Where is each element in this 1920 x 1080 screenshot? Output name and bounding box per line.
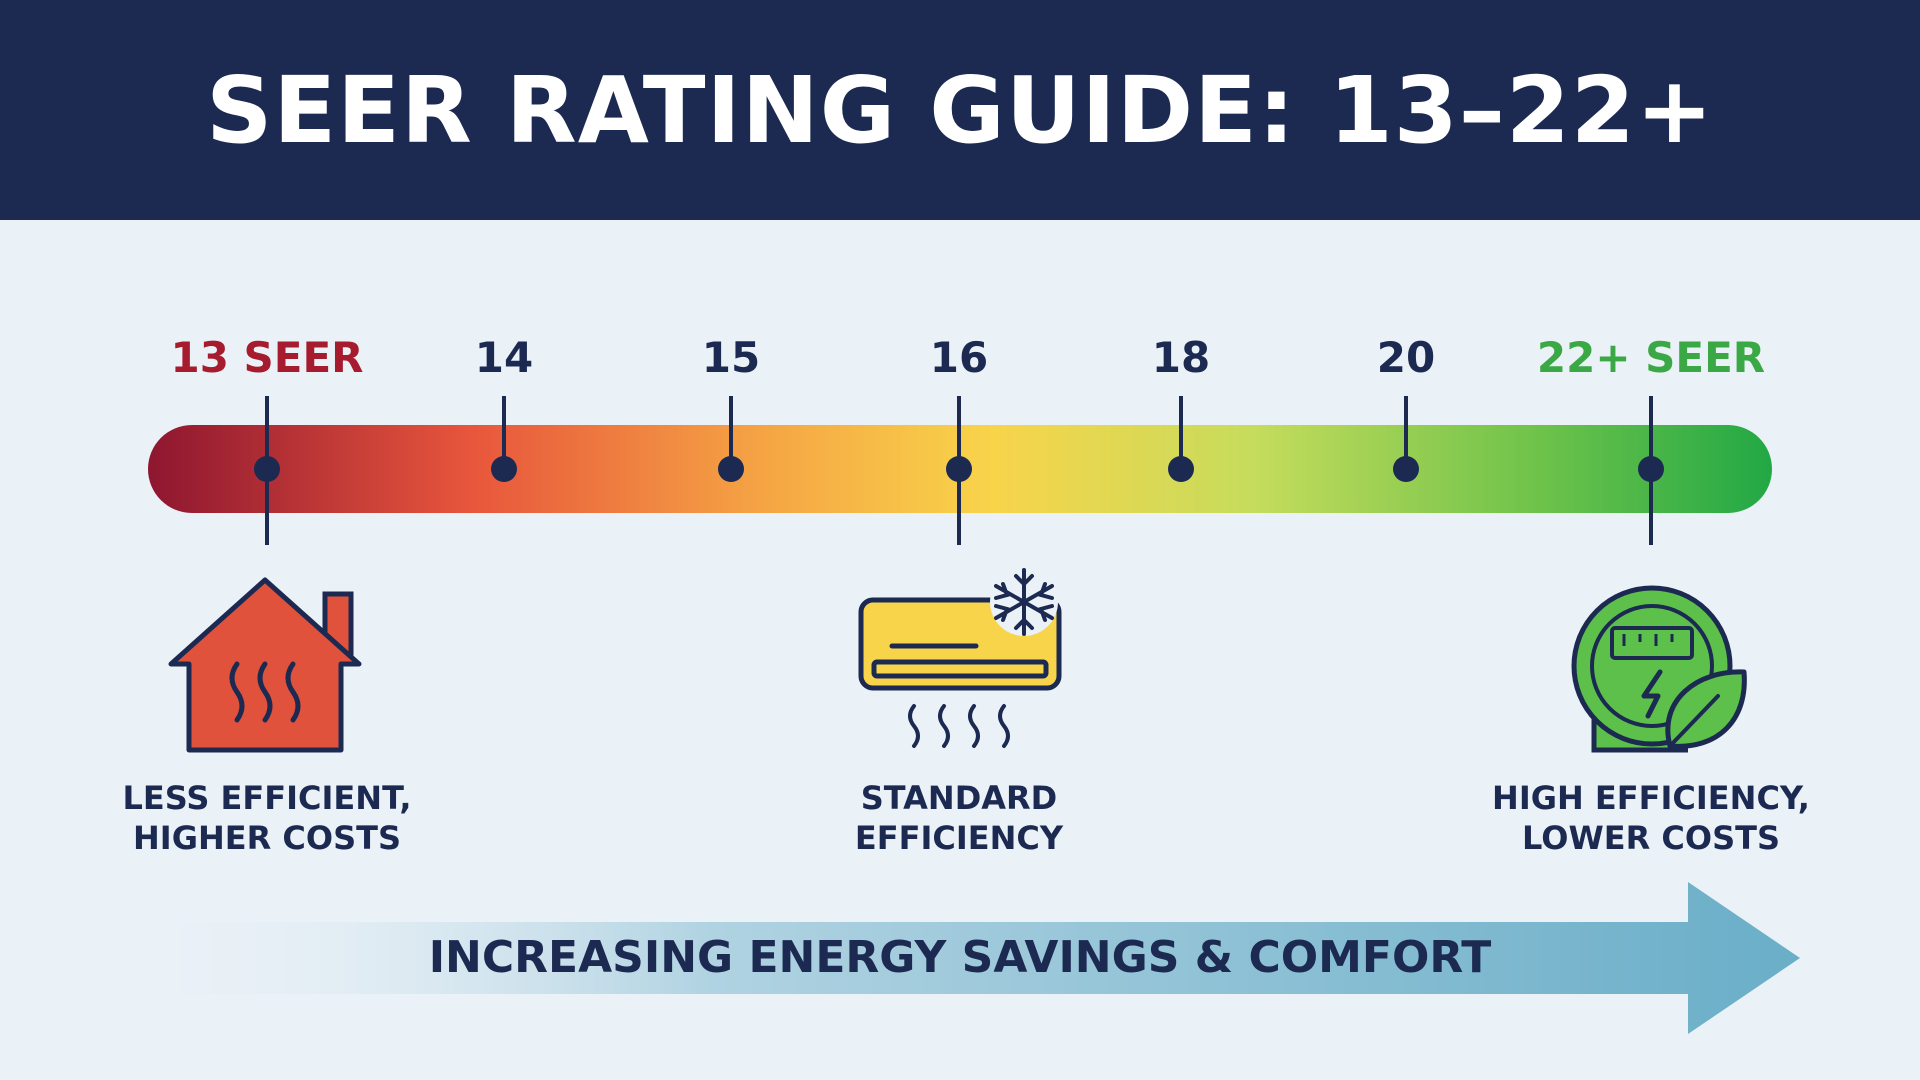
tick-label-20: 20 xyxy=(1376,333,1436,382)
tick-label-13: 13 SEER xyxy=(170,333,364,382)
header-banner: SEER RATING GUIDE: 13–22+ xyxy=(0,0,1920,220)
savings-arrow xyxy=(120,882,1800,1034)
tick-dot-22 xyxy=(1638,456,1664,482)
tick-label-15: 15 xyxy=(701,333,761,382)
tick-dot-13 xyxy=(254,456,280,482)
caption-line: LOWER COSTS xyxy=(1522,819,1780,857)
arrow-shape xyxy=(120,882,1800,1034)
caption-line: HIGHER COSTS xyxy=(133,819,401,857)
caption-line: STANDARD xyxy=(860,779,1058,817)
seer-scale xyxy=(148,396,1772,545)
caption-less-efficient: LESS EFFICIENT, HIGHER COSTS xyxy=(123,778,412,858)
tick-label-18: 18 xyxy=(1151,333,1211,382)
house-heat-icon xyxy=(168,577,362,753)
tick-dot-20 xyxy=(1393,456,1419,482)
caption-line: EFFICIENCY xyxy=(854,819,1064,857)
tick-dot-16 xyxy=(946,456,972,482)
tick-dot-15 xyxy=(718,456,744,482)
caption-line: LESS EFFICIENT, xyxy=(122,779,412,817)
caption-high-efficiency: HIGH EFFICIENCY, LOWER COSTS xyxy=(1492,778,1810,858)
tick-dot-18 xyxy=(1168,456,1194,482)
tick-label-22: 22+ SEER xyxy=(1536,333,1766,382)
tick-dot-14 xyxy=(491,456,517,482)
tick-label-14: 14 xyxy=(474,333,534,382)
page-title: SEER RATING GUIDE: 13–22+ xyxy=(206,56,1714,164)
tick-label-16: 16 xyxy=(929,333,989,382)
energy-meter-leaf-icon xyxy=(1571,585,1747,753)
caption-standard-efficiency: STANDARD EFFICIENCY xyxy=(855,778,1063,858)
air-conditioner-icon xyxy=(858,568,1062,748)
caption-line: HIGH EFFICIENCY, xyxy=(1492,779,1810,817)
arrow-label: INCREASING ENERGY SAVINGS & COMFORT xyxy=(428,932,1492,983)
